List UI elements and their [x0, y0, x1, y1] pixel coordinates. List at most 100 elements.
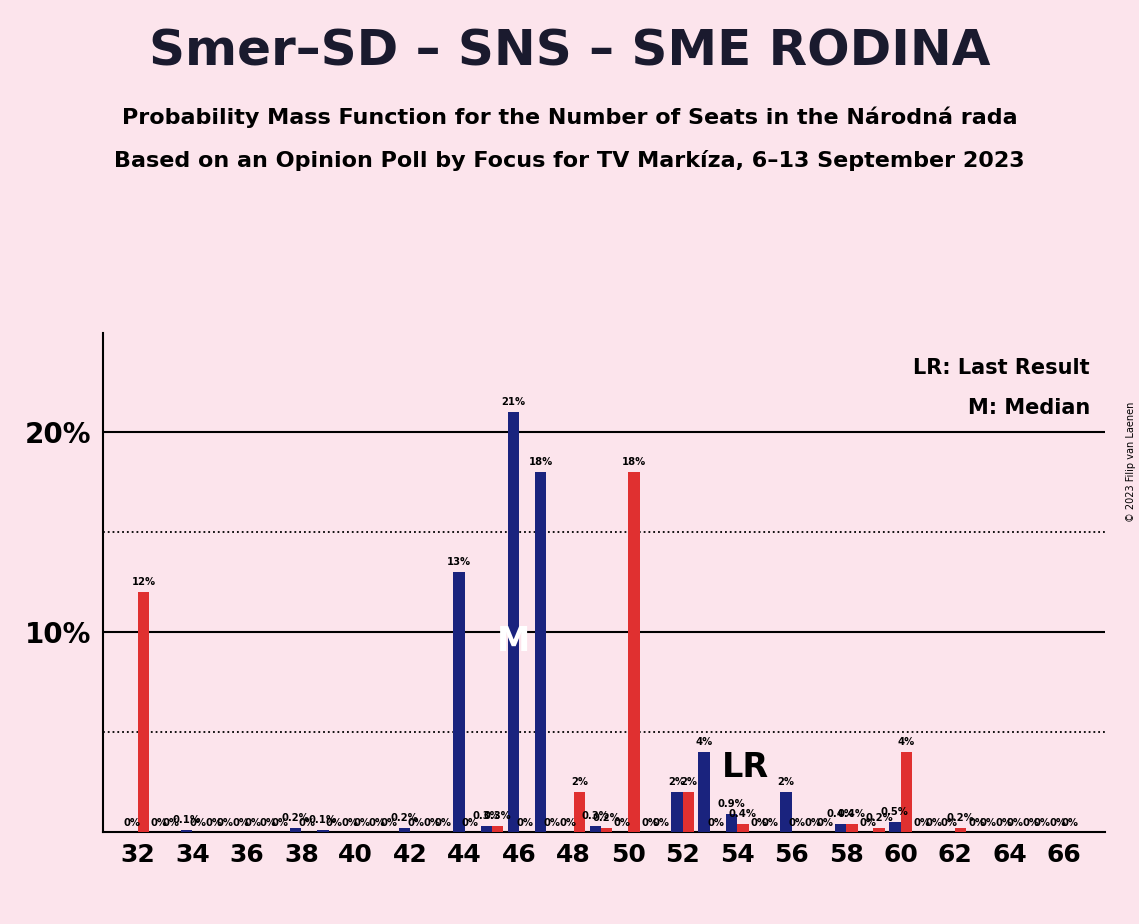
Text: 0.2%: 0.2% — [592, 812, 621, 822]
Bar — [481, 826, 492, 832]
Text: 0.1%: 0.1% — [309, 815, 337, 824]
Text: 0.4%: 0.4% — [729, 808, 756, 819]
Text: 4%: 4% — [696, 736, 713, 747]
Text: 0%: 0% — [1050, 818, 1067, 828]
Text: 18%: 18% — [528, 457, 552, 468]
Text: 0%: 0% — [995, 818, 1013, 828]
Text: 0.3%: 0.3% — [484, 810, 511, 821]
Text: 0%: 0% — [408, 818, 425, 828]
Bar — [492, 826, 503, 832]
Text: 0%: 0% — [216, 818, 233, 828]
Text: 0%: 0% — [163, 818, 179, 828]
Text: 13%: 13% — [446, 557, 472, 567]
Text: 0%: 0% — [762, 818, 779, 828]
Text: M: M — [497, 626, 530, 659]
Bar — [901, 752, 912, 832]
Text: 0%: 0% — [516, 818, 533, 828]
Text: 0.2%: 0.2% — [947, 812, 975, 822]
Text: 0%: 0% — [462, 818, 480, 828]
Text: 0.2%: 0.2% — [866, 812, 893, 822]
Text: 4%: 4% — [898, 736, 915, 747]
Text: © 2023 Filip van Laenen: © 2023 Filip van Laenen — [1125, 402, 1136, 522]
Text: 0.5%: 0.5% — [880, 807, 909, 817]
Text: 0%: 0% — [751, 818, 768, 828]
Text: 0%: 0% — [124, 818, 141, 828]
Bar — [726, 814, 737, 832]
Text: 0%: 0% — [925, 818, 942, 828]
Text: 0%: 0% — [707, 818, 724, 828]
Text: 0%: 0% — [189, 818, 206, 828]
Text: 0%: 0% — [653, 818, 670, 828]
Text: 0.2%: 0.2% — [281, 812, 310, 822]
Text: 0.3%: 0.3% — [581, 810, 609, 821]
Text: M: Median: M: Median — [967, 397, 1090, 418]
Text: 0%: 0% — [941, 818, 958, 828]
Bar — [574, 792, 585, 832]
Bar — [508, 412, 519, 832]
Text: 2%: 2% — [778, 777, 794, 786]
Text: 0%: 0% — [244, 818, 261, 828]
Text: Probability Mass Function for the Number of Seats in the Národná rada: Probability Mass Function for the Number… — [122, 106, 1017, 128]
Text: 0%: 0% — [232, 818, 249, 828]
Bar — [317, 830, 328, 832]
Text: 0%: 0% — [641, 818, 658, 828]
Bar — [780, 792, 792, 832]
Bar — [399, 828, 410, 832]
Text: 0.3%: 0.3% — [473, 810, 500, 821]
Text: 0%: 0% — [380, 818, 398, 828]
Bar — [874, 828, 885, 832]
Text: 0%: 0% — [980, 818, 997, 828]
Bar — [453, 572, 465, 832]
Bar — [835, 823, 846, 832]
Text: 0.4%: 0.4% — [827, 808, 854, 819]
Text: 0%: 0% — [968, 818, 985, 828]
Text: 0%: 0% — [205, 818, 222, 828]
Bar — [629, 472, 640, 832]
Text: 2%: 2% — [571, 777, 588, 786]
Text: 0%: 0% — [435, 818, 452, 828]
Text: 0%: 0% — [1034, 818, 1051, 828]
Bar — [682, 792, 694, 832]
Text: 0%: 0% — [559, 818, 576, 828]
Text: 0%: 0% — [816, 818, 833, 828]
Text: 0%: 0% — [271, 818, 288, 828]
Text: LR: LR — [722, 751, 769, 784]
Text: 0%: 0% — [342, 818, 359, 828]
Bar — [138, 592, 149, 832]
Text: 0%: 0% — [151, 818, 167, 828]
Text: 2%: 2% — [680, 777, 697, 786]
Bar — [671, 792, 682, 832]
Text: LR: Last Result: LR: Last Result — [913, 358, 1090, 378]
Text: 0%: 0% — [789, 818, 805, 828]
Text: 0%: 0% — [424, 818, 441, 828]
Text: 0%: 0% — [1007, 818, 1024, 828]
Text: 0%: 0% — [543, 818, 560, 828]
Bar — [601, 828, 613, 832]
Text: 0%: 0% — [1062, 818, 1079, 828]
Bar — [954, 828, 967, 832]
Bar — [181, 830, 192, 832]
Text: Based on an Opinion Poll by Focus for TV Markíza, 6–13 September 2023: Based on an Opinion Poll by Focus for TV… — [114, 150, 1025, 171]
Text: 0%: 0% — [913, 818, 931, 828]
Text: 12%: 12% — [132, 578, 156, 587]
Text: 0%: 0% — [260, 818, 277, 828]
Text: 0%: 0% — [353, 818, 370, 828]
Bar — [737, 823, 748, 832]
Text: 0.9%: 0.9% — [718, 798, 745, 808]
Text: 21%: 21% — [501, 397, 525, 407]
Bar — [535, 472, 547, 832]
Text: 0%: 0% — [804, 818, 821, 828]
Text: 0%: 0% — [614, 818, 631, 828]
Text: Smer–SD – SNS – SME RODINA: Smer–SD – SNS – SME RODINA — [149, 28, 990, 76]
Text: 2%: 2% — [669, 777, 686, 786]
Bar — [698, 752, 710, 832]
Text: 0.4%: 0.4% — [838, 808, 866, 819]
Bar — [890, 821, 901, 832]
Bar — [290, 828, 302, 832]
Text: 0%: 0% — [369, 818, 386, 828]
Text: 0%: 0% — [1023, 818, 1040, 828]
Text: 0%: 0% — [859, 818, 876, 828]
Text: 0%: 0% — [298, 818, 316, 828]
Text: 0%: 0% — [326, 818, 343, 828]
Text: 0.1%: 0.1% — [173, 815, 200, 824]
